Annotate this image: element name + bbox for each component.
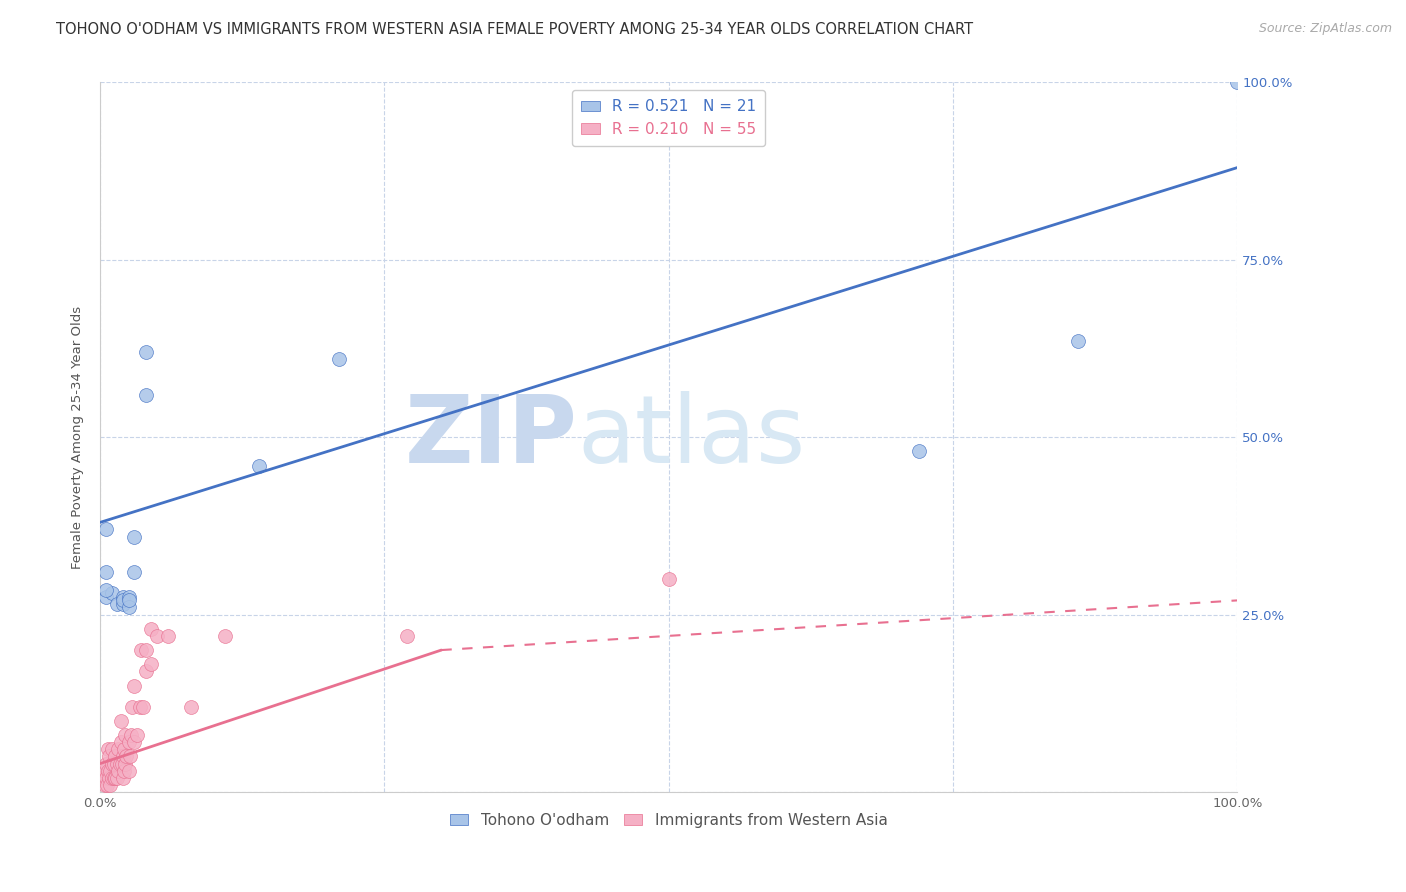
Point [146, 629, 169, 643]
Point [100, 764, 122, 778]
Point [100, 586, 122, 600]
Point [96, 778, 118, 792]
Point [118, 749, 141, 764]
Point [104, 771, 127, 785]
Point [124, 679, 146, 693]
Point [157, 629, 180, 643]
Point [107, 764, 129, 778]
Point [111, 749, 134, 764]
Point [94, 565, 117, 579]
Point [105, 771, 128, 785]
Point [97, 742, 120, 756]
Point [110, 714, 132, 728]
Point [129, 643, 152, 657]
Point [111, 597, 134, 611]
Point [103, 771, 125, 785]
Point [114, 728, 136, 742]
Point [121, 699, 143, 714]
Point [135, 345, 157, 359]
Text: atlas: atlas [578, 392, 806, 483]
Text: Source: ZipAtlas.com: Source: ZipAtlas.com [1258, 22, 1392, 36]
Point [105, 756, 128, 771]
Text: ZIP: ZIP [405, 392, 578, 483]
Point [135, 643, 157, 657]
Point [117, 735, 139, 749]
Point [120, 728, 142, 742]
Point [104, 749, 127, 764]
Point [117, 593, 139, 607]
Point [132, 699, 155, 714]
Point [124, 735, 146, 749]
Point [328, 352, 350, 367]
Point [94, 771, 117, 785]
Point [115, 749, 138, 764]
Point [124, 565, 146, 579]
Point [107, 742, 129, 756]
Point [125, 728, 148, 742]
Point [110, 735, 132, 749]
Point [141, 622, 163, 636]
Point [108, 756, 131, 771]
Point [94, 778, 117, 792]
Point [908, 444, 931, 458]
Point [111, 771, 134, 785]
Point [214, 629, 236, 643]
Y-axis label: Female Poverty Among 25-34 Year Olds: Female Poverty Among 25-34 Year Olds [72, 306, 84, 569]
Point [129, 699, 152, 714]
Point [100, 756, 122, 771]
Point [94, 590, 117, 604]
Point [1226, 75, 1249, 89]
Point [111, 590, 134, 604]
Point [396, 629, 419, 643]
Point [97, 764, 120, 778]
Point [91, 771, 114, 785]
Point [94, 582, 117, 597]
Point [141, 657, 163, 672]
Point [100, 778, 122, 792]
Point [103, 756, 125, 771]
Point [100, 742, 122, 756]
Point [94, 523, 117, 537]
Point [135, 665, 157, 679]
Point [98, 771, 121, 785]
Point [112, 742, 135, 756]
Point [112, 764, 135, 778]
Point [124, 529, 146, 543]
Point [249, 458, 271, 473]
Legend: Tohono O'odham, Immigrants from Western Asia: Tohono O'odham, Immigrants from Western … [444, 806, 894, 834]
Point [180, 699, 202, 714]
Point [100, 771, 122, 785]
Point [117, 764, 139, 778]
Point [117, 590, 139, 604]
Point [98, 749, 121, 764]
Point [1067, 334, 1090, 349]
Point [658, 572, 681, 586]
Point [105, 597, 128, 611]
Point [111, 756, 134, 771]
Point [117, 600, 139, 615]
Point [94, 756, 117, 771]
Point [114, 756, 136, 771]
Text: TOHONO O'ODHAM VS IMMIGRANTS FROM WESTERN ASIA FEMALE POVERTY AMONG 25-34 YEAR O: TOHONO O'ODHAM VS IMMIGRANTS FROM WESTER… [56, 22, 973, 37]
Point [111, 593, 134, 607]
Point [93, 764, 115, 778]
Point [135, 387, 157, 401]
